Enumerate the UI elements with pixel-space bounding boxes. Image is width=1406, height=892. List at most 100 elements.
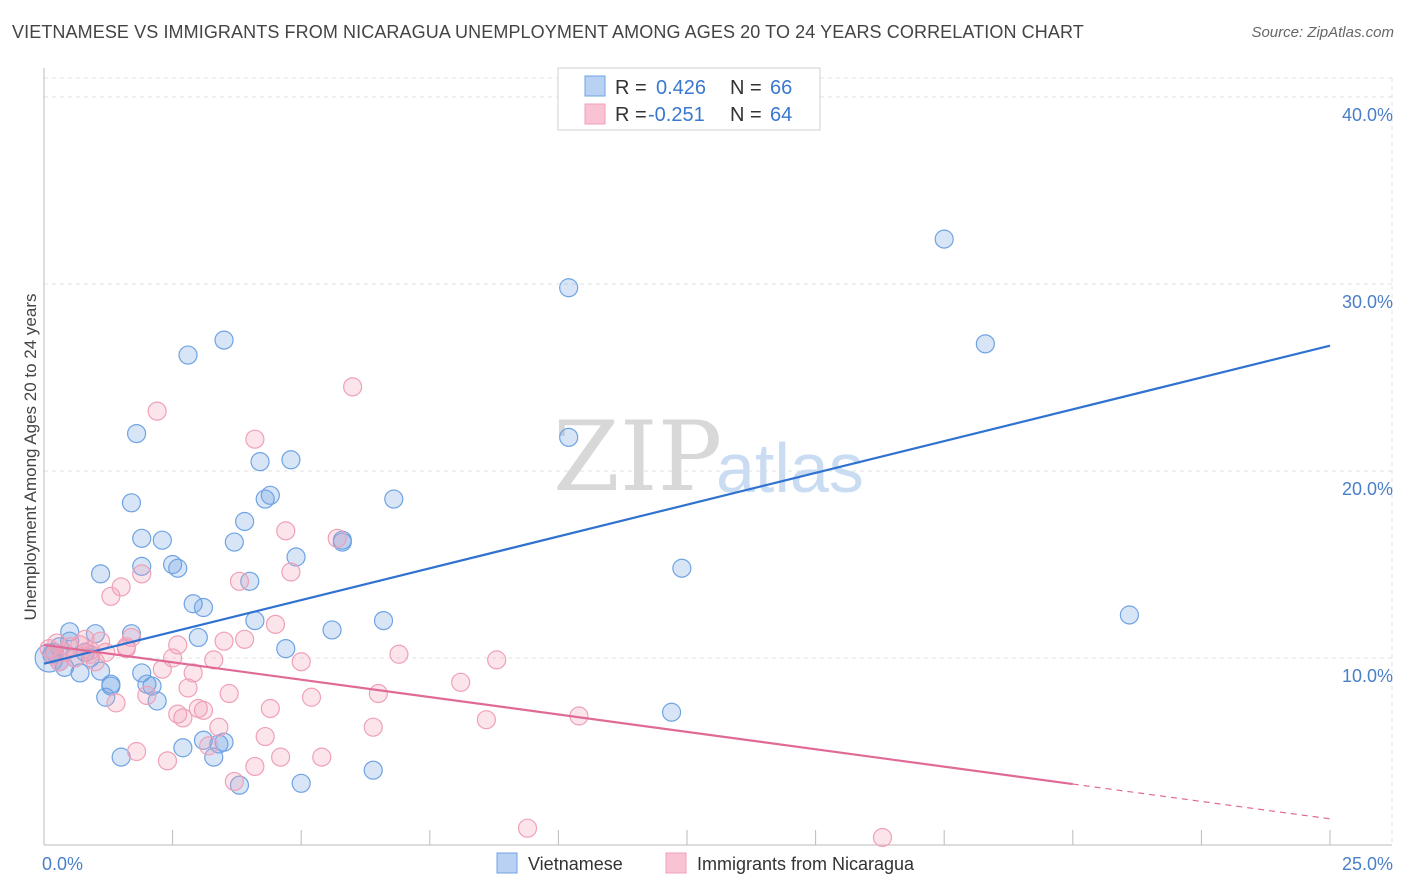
vietnamese-point-47 <box>173 738 193 758</box>
vietnamese-point-33 <box>281 450 301 470</box>
legend-r-value-1: 0.426 <box>656 77 706 99</box>
nicaragua-point-61 <box>168 704 188 724</box>
vietnamese-point-13 <box>90 564 111 584</box>
nicaragua-point-56 <box>271 747 291 767</box>
vietnamese-point-20 <box>168 558 188 578</box>
nicaragua-point-21 <box>173 708 193 728</box>
x-tick-label-0: 0.0% <box>42 854 83 874</box>
vietnamese-point-42 <box>291 773 311 793</box>
nicaragua-point-39 <box>327 528 347 548</box>
watermark-atlas: atlas <box>716 429 864 507</box>
bottom-legend-nicaragua: Immigrants from Nicaragua <box>697 854 915 874</box>
vietnamese-point-18 <box>152 530 172 550</box>
nicaragua-trend-line <box>43 643 1073 786</box>
nicaragua-point-50 <box>106 693 126 713</box>
vietnamese-point-29 <box>245 610 265 631</box>
y-tick-label-1: 20.0% <box>1342 479 1393 499</box>
vietnamese-point-58 <box>934 229 954 249</box>
nicaragua-point-44 <box>451 672 471 692</box>
vietnamese-point-35 <box>276 639 296 659</box>
legend-n-value-2: 64 <box>770 104 792 126</box>
nicaragua-point-57 <box>312 747 332 767</box>
nicaragua-point-35 <box>276 521 296 541</box>
vietnamese-point-52 <box>101 676 121 696</box>
nicaragua-point-32 <box>255 726 275 747</box>
vietnamese-point-49 <box>147 691 167 711</box>
legend-n-label-2: N = <box>730 104 762 126</box>
legend-swatch-nicaragua <box>584 103 606 125</box>
vietnamese-point-60 <box>1119 605 1139 625</box>
legend-r-label-1: R = <box>615 77 647 99</box>
data-points <box>34 229 1139 848</box>
nicaragua-point-63 <box>47 633 67 653</box>
nicaragua-point-23 <box>183 663 203 683</box>
nicaragua-point-60 <box>137 685 157 706</box>
nicaragua-point-38 <box>301 687 322 707</box>
vietnamese-point-41 <box>363 760 383 780</box>
nicaragua-point-52 <box>157 751 178 771</box>
vietnamese-point-24 <box>193 597 214 618</box>
vietnamese-point-34 <box>286 547 306 567</box>
nicaragua-point-33 <box>260 698 280 719</box>
nicaragua-point-26 <box>209 717 229 737</box>
nicaragua-point-7 <box>75 629 95 649</box>
nicaragua-point-62 <box>193 700 214 720</box>
vietnamese-point-23 <box>188 627 208 648</box>
nicaragua-point-28 <box>219 683 239 704</box>
nicaragua-point-43 <box>389 644 409 664</box>
watermark-zip: ZIP <box>553 401 722 513</box>
vietnamese-point-16 <box>132 528 152 548</box>
vietnamese-point-36 <box>322 620 342 640</box>
nicaragua-point-22 <box>178 678 198 698</box>
vietnamese-point-15 <box>126 424 147 444</box>
nicaragua-point-55 <box>245 756 265 777</box>
chart-title: VIETNAMESE VS IMMIGRANTS FROM NICARAGUA … <box>12 22 1084 42</box>
nicaragua-point-49 <box>872 827 893 848</box>
legend-r-value-2: -0.251 <box>648 104 705 126</box>
vietnamese-point-25 <box>214 330 234 350</box>
chart-source: Source: ZipAtlas.com <box>1251 24 1394 41</box>
vietnamese-point-31 <box>255 489 275 509</box>
vietnamese-point-39 <box>384 489 404 509</box>
vietnamese-point-21 <box>178 345 198 365</box>
nicaragua-trend-extension <box>1072 783 1331 820</box>
nicaragua-point-47 <box>517 818 538 838</box>
nicaragua-point-29 <box>229 571 250 591</box>
vietnamese-point-10 <box>90 661 111 681</box>
vietnamese-point-45 <box>193 730 214 750</box>
vietnamese-point-32 <box>260 485 280 505</box>
nicaragua-point-46 <box>487 650 507 670</box>
nicaragua-point-54 <box>224 771 244 792</box>
y-tick-label-3: 40.0% <box>1342 105 1393 125</box>
vietnamese-point-19 <box>163 554 183 575</box>
nicaragua-point-17 <box>147 401 167 421</box>
vietnamese-point-40 <box>373 610 394 631</box>
vietnamese-point-17 <box>132 556 152 576</box>
y-tick-label-0: 10.0% <box>1342 666 1393 686</box>
nicaragua-point-41 <box>363 717 383 737</box>
vietnamese-point-54 <box>559 278 579 298</box>
nicaragua-point-53 <box>199 736 219 756</box>
bottom-legend-swatch-nicaragua <box>665 852 687 874</box>
nicaragua-point-31 <box>245 429 265 449</box>
y-axis-label: Unemployment Among Ages 20 to 24 years <box>21 294 40 621</box>
nicaragua-point-45 <box>476 710 496 730</box>
nicaragua-point-40 <box>343 377 363 397</box>
trend-lines <box>43 344 1331 820</box>
vietnamese-point-30 <box>250 452 270 472</box>
vietnamese-point-22 <box>183 594 203 614</box>
y-tick-label-2: 30.0% <box>1342 292 1393 312</box>
vietnamese-point-14 <box>121 493 142 513</box>
vietnamese-trend-line <box>43 344 1331 665</box>
nicaragua-point-13 <box>111 577 131 597</box>
nicaragua-point-34 <box>265 614 286 634</box>
bottom-legend-vietnamese: Vietnamese <box>528 854 623 874</box>
vietnamese-point-57 <box>661 702 682 722</box>
tick-labels: 10.0% 20.0% 30.0% 40.0% 0.0% 25.0% <box>42 105 1393 874</box>
legend-n-label-1: N = <box>730 77 762 99</box>
legend-r-label-2: R = <box>615 104 647 126</box>
vietnamese-point-50 <box>132 663 152 683</box>
nicaragua-point-16 <box>132 564 152 584</box>
vietnamese-point-28 <box>240 571 260 591</box>
